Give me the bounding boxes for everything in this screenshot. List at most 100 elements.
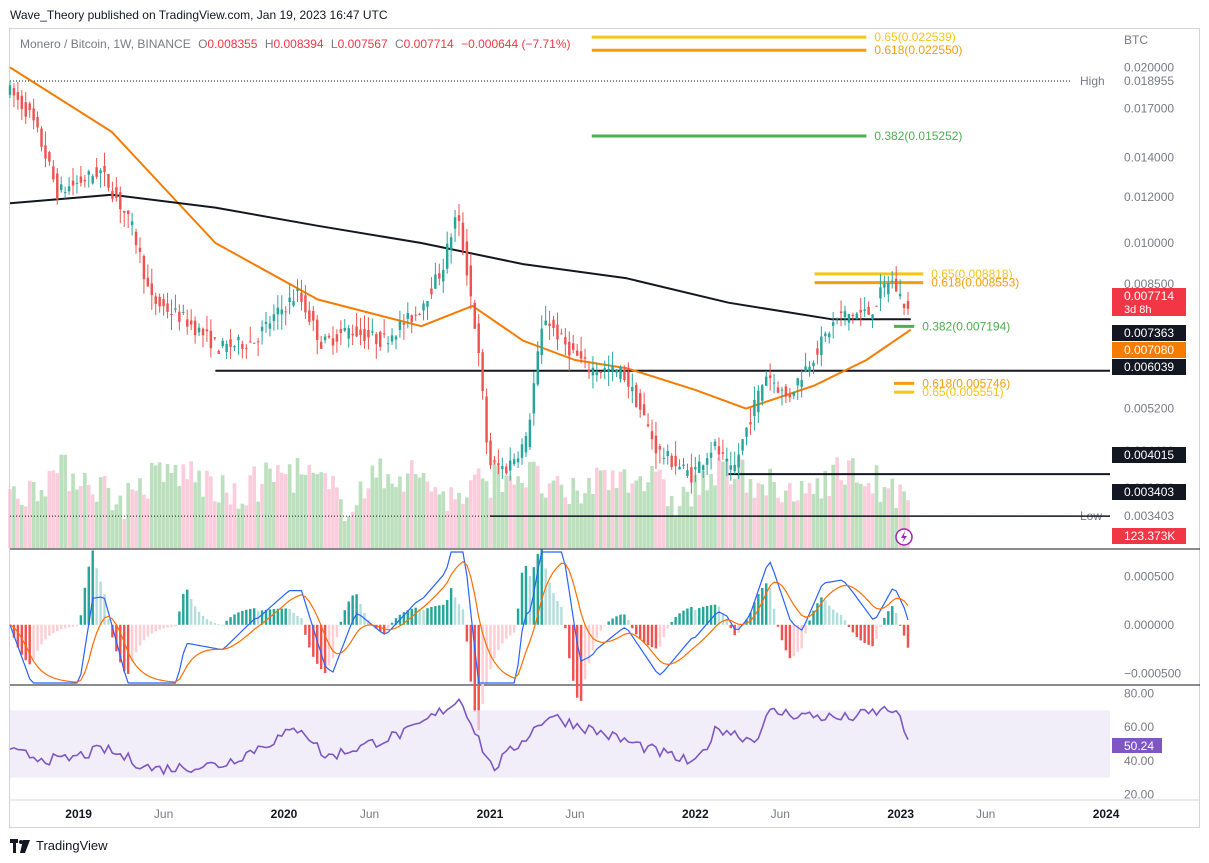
volume-bar <box>709 474 713 548</box>
candle-body <box>745 427 748 437</box>
macd-histogram-bar <box>473 624 476 712</box>
candle-body <box>178 311 181 322</box>
volume-bar <box>492 459 497 548</box>
volume-bar <box>382 488 386 548</box>
candle-body <box>520 444 524 458</box>
candle-body <box>213 337 217 339</box>
macd-histogram-bar <box>867 624 870 645</box>
candle-body <box>71 180 75 186</box>
low-value-bg <box>1112 508 1186 525</box>
rsi-tick-0: 80.00 <box>1124 686 1154 700</box>
time-tick-3: Jun <box>360 807 379 821</box>
volume-bar <box>685 491 690 548</box>
candle-body <box>48 152 51 162</box>
volume-bar <box>595 467 599 548</box>
macd-histogram-bar <box>418 609 421 625</box>
candle-body <box>851 314 855 317</box>
price-tick-1: 0.017000 <box>1124 102 1174 116</box>
candle-body <box>355 326 358 337</box>
volume-bar <box>528 461 532 548</box>
candle-body <box>552 319 555 329</box>
macd-histogram-bar <box>331 624 335 659</box>
volume-bar <box>244 505 249 548</box>
macd-histogram-bar <box>804 624 807 634</box>
volume-bar <box>736 456 741 548</box>
candle-body <box>36 117 39 128</box>
volume-bar <box>134 490 138 548</box>
fib-label-2: 0.382(0.015252) <box>874 129 962 143</box>
macd-histogram-bar <box>603 624 606 626</box>
macd-histogram-bar <box>705 605 709 625</box>
macd-histogram-bar <box>237 612 240 625</box>
volume-bar <box>212 501 217 548</box>
volume-bar <box>102 475 107 548</box>
candle-body <box>122 210 126 213</box>
close-label: C <box>395 37 404 51</box>
volume-bar <box>654 471 658 548</box>
candle-body <box>276 307 280 315</box>
candle-body <box>162 299 165 307</box>
volume-bar <box>71 473 75 548</box>
volume-bar <box>437 494 442 548</box>
macd-histogram-bar <box>595 624 599 638</box>
volume-bar <box>350 511 355 548</box>
macd-histogram-bar <box>635 624 638 635</box>
macd-histogram-bar <box>233 614 236 625</box>
volume-bar <box>638 476 642 548</box>
macd-histogram-bar <box>217 624 220 626</box>
volume-bar <box>342 521 347 548</box>
candle-body <box>772 382 776 384</box>
macd-histogram-bar <box>843 620 847 625</box>
volume-bar <box>835 457 839 548</box>
volume-badge-bg <box>1112 528 1186 544</box>
macd-histogram-bar <box>528 575 532 625</box>
volume-bar <box>669 496 674 548</box>
volume-bar <box>500 492 505 548</box>
macd-histogram-bar <box>642 624 646 643</box>
volume-bar <box>642 491 646 548</box>
price-label-5: 0.003403 <box>1124 485 1174 499</box>
candle-body <box>142 255 146 280</box>
candlesticks <box>8 80 910 494</box>
volume-bar <box>185 479 190 548</box>
volume-bar <box>374 477 379 548</box>
macd-tick-0: 0.000500 <box>1124 569 1174 583</box>
volume-bar <box>319 472 323 548</box>
price-tick-5: 0.008500 <box>1124 277 1174 291</box>
macd-histogram-bar <box>532 567 536 625</box>
candle-body <box>761 385 764 401</box>
volume-bar <box>398 476 402 548</box>
macd-histogram-bar <box>863 624 866 643</box>
macd-histogram-bar <box>134 624 138 653</box>
candle-body <box>560 333 563 335</box>
footer-brand[interactable]: TradingView <box>36 838 108 853</box>
candle-body <box>312 310 315 321</box>
macd-histogram-bar <box>201 615 205 625</box>
macd-histogram-bar <box>174 624 177 627</box>
volume-bar <box>890 478 895 548</box>
candle-body <box>221 340 224 347</box>
volume-bar <box>803 493 808 548</box>
macd-histogram-bar <box>906 624 910 648</box>
macd-histogram-bar <box>40 624 43 645</box>
candle-body <box>319 341 323 349</box>
candle-body <box>189 320 193 325</box>
macd-histogram-bar <box>891 606 894 625</box>
volume-bar <box>425 481 430 548</box>
macd-histogram-bar <box>701 606 705 625</box>
macd-tick-1: 0.000000 <box>1124 618 1174 632</box>
volume-bar <box>717 457 721 548</box>
macd-histogram-bar <box>442 604 445 625</box>
candle-body <box>343 328 347 331</box>
symbol-label[interactable]: Monero / Bitcoin, 1W, BINANCE <box>20 37 191 51</box>
candle-body <box>197 327 201 333</box>
candle-body <box>489 440 492 466</box>
volume-bar <box>236 508 241 548</box>
candle-body <box>363 329 366 341</box>
volume-bar <box>587 477 591 548</box>
volume-bar <box>315 474 320 548</box>
candle-body <box>780 389 784 391</box>
time-tick-9: Jun <box>976 807 995 821</box>
macd-histogram-bar <box>560 606 563 625</box>
